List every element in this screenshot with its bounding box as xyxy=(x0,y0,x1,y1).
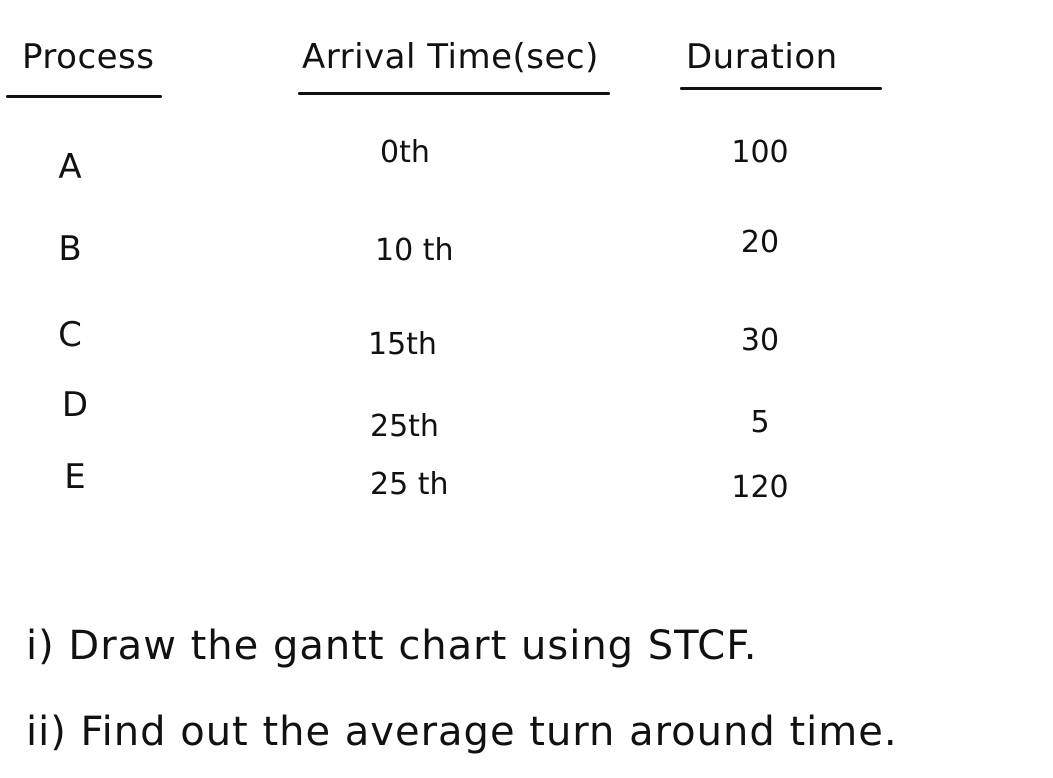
table-row-duration: 120 xyxy=(731,470,789,505)
header-process: Process xyxy=(22,37,155,77)
header-arrival-time-underline xyxy=(298,92,610,95)
table-row-arrival: 0th xyxy=(380,135,430,170)
table-row-process: B xyxy=(58,229,82,269)
table-row-duration: 100 xyxy=(731,135,789,170)
header-duration: Duration xyxy=(686,37,838,77)
table-row-arrival: 25 th xyxy=(370,467,449,502)
question-2: ii) Find out the average turn around tim… xyxy=(26,709,898,755)
table-row-duration: 30 xyxy=(740,323,780,358)
table-row-process: C xyxy=(58,315,82,355)
table-row-process: D xyxy=(61,385,89,425)
header-duration-underline xyxy=(680,87,882,90)
table-row-process: E xyxy=(64,457,86,497)
question-1: i) Draw the gantt chart using STCF. xyxy=(26,623,758,669)
header-process-underline xyxy=(6,95,162,98)
table-row-duration: 5 xyxy=(750,405,770,440)
table-row-process: A xyxy=(58,147,82,187)
table-row-arrival: 10 th xyxy=(375,233,454,268)
table-row-duration: 20 xyxy=(740,225,780,260)
table-row-arrival: 15th xyxy=(368,327,437,362)
table-row-arrival: 25th xyxy=(370,409,439,444)
header-arrival-time: Arrival Time(sec) xyxy=(302,37,599,77)
